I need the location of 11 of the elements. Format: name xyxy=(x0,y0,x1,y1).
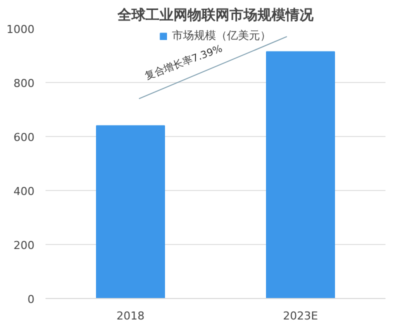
chart-title: 全球工业网物联网市场规模情况 xyxy=(116,6,314,24)
y-tick-label: 200 xyxy=(14,239,35,252)
x-tick-label: 2023E xyxy=(283,310,318,322)
annotation: 复合增长率7.39% xyxy=(143,42,224,82)
y-tick-label: 600 xyxy=(14,131,35,144)
x-tick-label: 2018 xyxy=(116,310,145,322)
y-tick-label: 1000 xyxy=(6,23,35,36)
y-tick-label: 0 xyxy=(28,293,34,306)
y-tick-label: 400 xyxy=(14,185,35,198)
legend-label: 市场规模（亿美元） xyxy=(172,28,271,43)
y-tick-label: 800 xyxy=(14,77,35,90)
